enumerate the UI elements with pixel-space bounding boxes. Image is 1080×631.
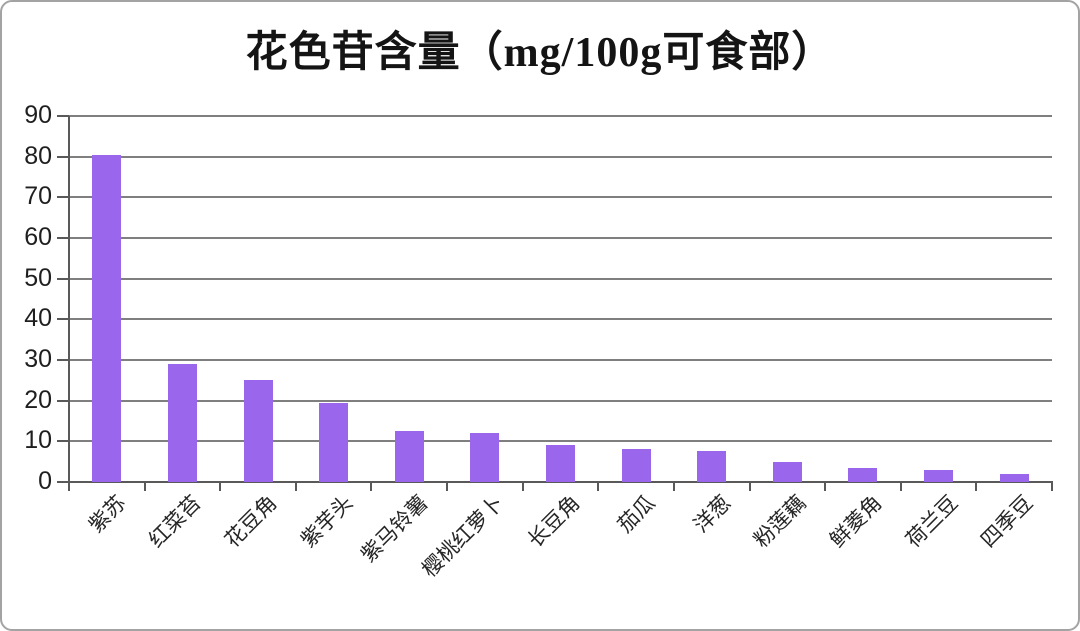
y-axis-tick-label: 10	[24, 426, 52, 454]
x-axis-category-label: 荷兰豆	[901, 491, 963, 553]
x-axis-category-label: 长豆角	[523, 491, 585, 553]
bar-长豆角	[546, 445, 575, 482]
gridline-y-20	[69, 400, 1052, 402]
x-axis-category-label: 紫芋头	[296, 491, 358, 553]
y-axis-tick-20	[57, 400, 69, 402]
x-axis-tick	[900, 482, 902, 491]
y-axis-tick-70	[57, 196, 69, 198]
x-axis-category-label: 红菜苔	[144, 491, 206, 553]
bar-四季豆	[1000, 474, 1029, 482]
x-axis-category-label: 粉莲藕	[749, 491, 811, 553]
bar-茄瓜	[622, 449, 651, 482]
y-axis-tick-90	[57, 115, 69, 117]
gridline-y-30	[69, 359, 1052, 361]
bar-粉莲藕	[773, 462, 802, 482]
y-axis-tick-label: 30	[24, 345, 52, 373]
gridline-y-70	[69, 196, 1052, 198]
x-axis-tick	[446, 482, 448, 491]
x-axis-tick	[370, 482, 372, 491]
gridline-y-40	[69, 318, 1052, 320]
gridline-y-50	[69, 278, 1052, 280]
y-axis-tick-label: 90	[24, 101, 52, 129]
bar-鲜菱角	[848, 468, 877, 482]
x-axis-tick	[68, 482, 70, 491]
gridline-y-80	[69, 156, 1052, 158]
y-axis-tick-80	[57, 156, 69, 158]
bar-荷兰豆	[924, 470, 953, 482]
y-axis-tick-30	[57, 359, 69, 361]
x-axis-tick	[673, 482, 675, 491]
y-axis-tick-label: 20	[24, 386, 52, 414]
x-axis-category-label: 樱桃红萝卜	[418, 491, 509, 582]
x-axis-tick	[975, 482, 977, 491]
bar-紫苏	[92, 155, 121, 482]
y-axis-tick-label: 40	[24, 304, 52, 332]
bar-紫马铃薯	[395, 431, 424, 482]
x-axis-category-label: 紫马铃薯	[356, 491, 433, 567]
bar-紫芋头	[319, 403, 348, 482]
y-axis-tick-label: 0	[38, 467, 52, 495]
bar-花豆角	[244, 380, 273, 482]
gridline-y-90	[69, 115, 1052, 117]
y-axis-tick-0	[57, 481, 69, 483]
bar-樱桃红萝卜	[470, 433, 499, 482]
bar-红菜苔	[168, 364, 197, 482]
x-axis-category-label: 四季豆	[976, 491, 1038, 553]
x-axis-category-label: 洋葱	[689, 491, 736, 538]
x-axis-tick	[1051, 482, 1053, 491]
y-axis-tick-label: 60	[24, 223, 52, 251]
x-axis-tick	[144, 482, 146, 491]
y-axis-tick-10	[57, 440, 69, 442]
x-axis-tick	[597, 482, 599, 491]
y-axis-line	[68, 116, 70, 484]
y-axis-tick-label: 70	[24, 182, 52, 210]
gridline-y-60	[69, 237, 1052, 239]
x-axis-tick	[749, 482, 751, 491]
x-axis-line	[68, 481, 1053, 483]
chart-title: 花色苷含量（mg/100g可食部）	[245, 30, 835, 76]
x-axis-category-label: 鲜菱角	[825, 491, 887, 553]
bar-洋葱	[697, 451, 726, 482]
y-axis-tick-60	[57, 237, 69, 239]
gridline-y-10	[69, 440, 1052, 442]
x-axis-tick	[219, 482, 221, 491]
y-axis-tick-40	[57, 318, 69, 320]
x-axis-tick	[295, 482, 297, 491]
y-axis-tick-label: 50	[24, 264, 52, 292]
x-axis-category-label: 紫苏	[84, 491, 131, 538]
y-axis-tick-50	[57, 278, 69, 280]
y-axis-tick-label: 80	[24, 142, 52, 170]
x-axis-tick	[522, 482, 524, 491]
x-axis-category-label: 茄瓜	[613, 491, 660, 538]
x-axis-category-label: 花豆角	[220, 491, 282, 553]
x-axis-tick	[824, 482, 826, 491]
